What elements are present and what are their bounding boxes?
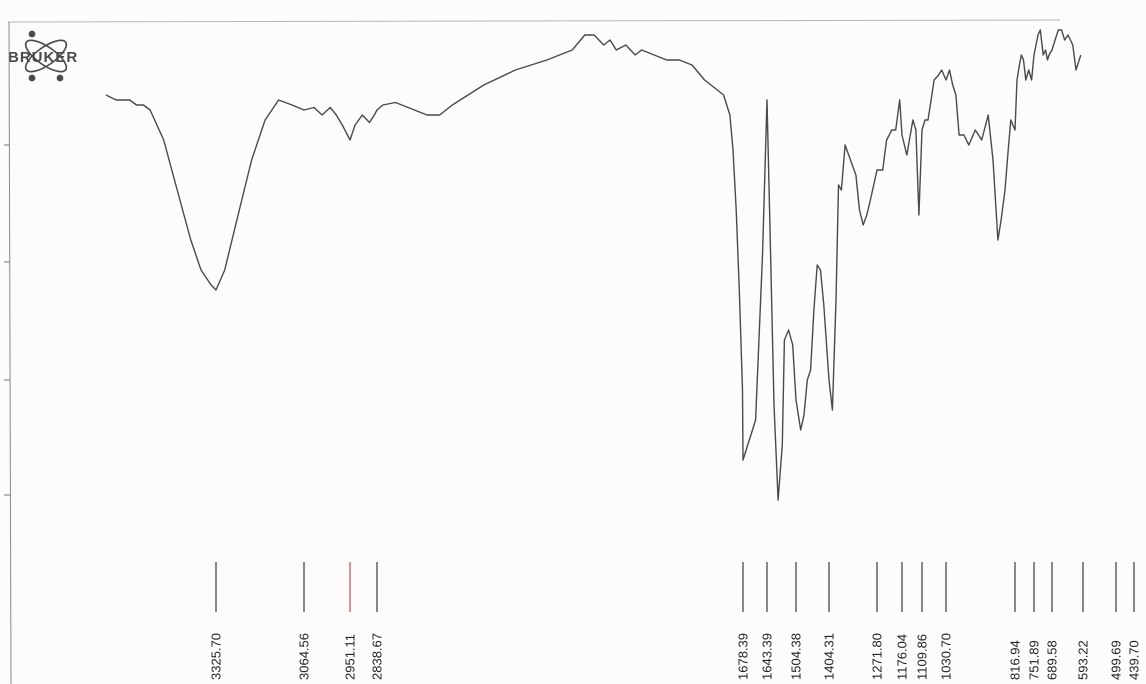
peak-label: 2951.11 [343,634,358,680]
peak-label: 751.89 [1027,640,1042,680]
peak-label: 3325.70 [209,633,224,680]
bruker-logo: BRUKER [8,30,78,82]
peak-label: 1030.70 [939,633,954,680]
peak-label: 1271.80 [870,633,885,680]
peak-label: 593.22 [1076,640,1091,680]
peak-label: 689.58 [1045,640,1060,680]
peak-label: 1643.39 [760,633,775,680]
spectrum-trace [105,29,1082,501]
peak-label: 3064.56 [297,633,312,680]
peak-label: 1678.39 [736,633,751,680]
peak-label: 439.70 [1127,640,1142,680]
peak-label: 1504.38 [789,633,804,680]
frame-left-axis [8,21,12,684]
peak-label: 1176.04 [895,634,910,680]
peak-label: 1109.86 [915,634,930,680]
logo-text: BRUKER [8,49,78,66]
peak-label: 1404.31 [822,633,837,680]
peak-label: 499.69 [1109,640,1124,680]
bruker-atom-logo-icon [24,30,68,82]
peak-label: 2838.67 [370,633,385,680]
frame-top-line [7,19,1061,23]
peak-label: 816.94 [1008,640,1023,680]
